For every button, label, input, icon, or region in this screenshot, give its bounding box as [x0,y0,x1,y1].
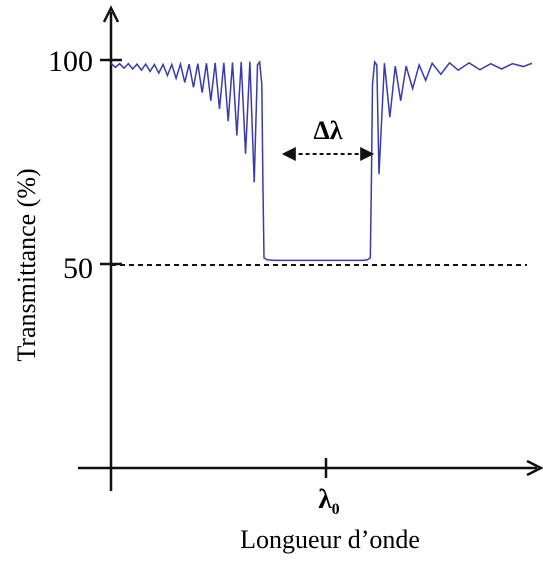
xtick-label-lambda0: λ0 [318,484,339,518]
transmittance-series-line [110,60,533,262]
x-axis-arrowhead [526,459,543,477]
xtick-label-main: λ [318,484,332,514]
ytick-label-50: 50 [63,252,93,285]
bandwidth-label: Δλ [313,116,342,145]
ytick-label-100: 100 [48,45,93,78]
x-axis-label: Longueur d’onde [240,525,420,554]
xtick-label-subscript: 0 [332,501,340,518]
y-axis-label: Transmittance (%) [12,168,41,361]
y-axis-arrowhead [102,5,120,23]
